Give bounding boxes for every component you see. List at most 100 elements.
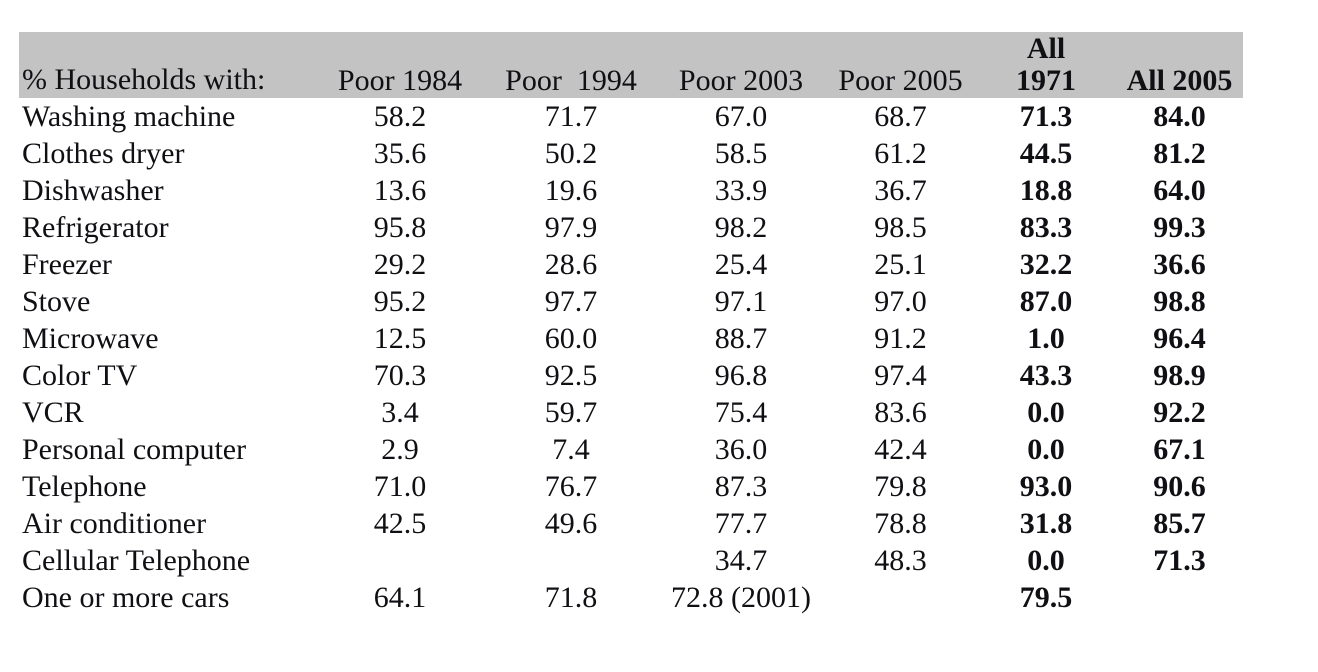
value-cell: 7.4: [552, 433, 590, 466]
row-label: Microwave: [22, 322, 159, 355]
row-label: Clothes dryer: [22, 137, 185, 170]
value-cell: 31.8: [1019, 507, 1073, 540]
value-cell: 28.6: [544, 248, 598, 281]
value-cell: 99.3: [1153, 211, 1206, 244]
value-cell: 70.3: [373, 359, 427, 392]
value-cell: 88.7: [714, 322, 768, 355]
value-cell: 97.1: [714, 285, 768, 318]
households-appliance-table: % Households with: Poor 1984 Poor 1994 Poo…: [19, 32, 1243, 616]
value-cell: 72.8 (2001): [671, 581, 811, 614]
value-cell: 98.8: [1153, 285, 1206, 318]
value-cell: 35.6: [373, 137, 427, 170]
value-cell: 50.2: [544, 137, 598, 170]
value-cell: 85.7: [1153, 507, 1206, 540]
header-cell-households-with: % Households with:: [19, 32, 315, 98]
value-cell: 58.5: [714, 137, 768, 170]
table-row-freezer: Freezer 29.2 28.6 25.4 25.1 32.2 36.6: [19, 246, 1243, 283]
value-cell: 78.8: [874, 507, 927, 540]
table-row-telephone: Telephone 71.0 76.7 87.3 79.8 93.0 90.6: [19, 468, 1243, 505]
value-cell: 87.0: [1019, 285, 1073, 318]
value-cell: 64.0: [1153, 174, 1206, 207]
value-cell: 97.7: [544, 285, 598, 318]
header-cell-poor-1984: Poor 1984: [315, 32, 485, 98]
table-row-stove: Stove 95.2 97.7 97.1 97.0 87.0 98.8: [19, 283, 1243, 320]
row-label: Freezer: [22, 248, 112, 281]
value-cell: 98.9: [1153, 359, 1206, 392]
value-cell: 18.8: [1019, 174, 1073, 207]
value-cell: 36.7: [874, 174, 927, 207]
value-cell: 59.7: [544, 396, 598, 429]
value-cell: 48.3: [874, 544, 927, 577]
value-cell: 71.0: [373, 470, 427, 503]
value-cell: 0.0: [1027, 396, 1065, 429]
value-cell: 25.1: [874, 248, 927, 281]
table-row-vcr: VCR 3.4 59.7 75.4 83.6 0.0 92.2: [19, 394, 1243, 431]
table-row-cellular-telephone: Cellular Telephone 34.7 48.3 0.0 71.3: [19, 542, 1243, 579]
value-cell: 67.0: [714, 100, 768, 133]
value-cell: 76.7: [544, 470, 598, 503]
value-cell: 42.5: [373, 507, 427, 540]
value-cell: 43.3: [1019, 359, 1073, 392]
value-cell: 81.2: [1153, 137, 1206, 170]
value-cell: 92.2: [1153, 396, 1206, 429]
header-cell-poor-1994: Poor 1994: [485, 32, 657, 98]
value-cell: 83.6: [874, 396, 927, 429]
table-header: % Households with: Poor 1984 Poor 1994 Poo…: [19, 32, 1243, 98]
header-line2: Poor 2005: [838, 64, 963, 97]
value-cell: 96.4: [1153, 322, 1206, 355]
value-cell: 92.5: [544, 359, 598, 392]
value-cell: 36.6: [1153, 248, 1206, 281]
value-cell: 33.9: [714, 174, 768, 207]
value-cell: 2.9: [381, 433, 419, 466]
value-cell: 49.6: [544, 507, 598, 540]
row-label: Refrigerator: [22, 211, 169, 244]
value-cell: 44.5: [1019, 137, 1073, 170]
value-cell: 68.7: [874, 100, 927, 133]
value-cell: [1116, 579, 1243, 616]
value-cell: 95.8: [373, 211, 427, 244]
value-cell: 91.2: [874, 322, 927, 355]
value-cell: 97.4: [874, 359, 927, 392]
header-line1: All: [1026, 32, 1066, 65]
value-cell: [315, 542, 485, 579]
table-row-refrigerator: Refrigerator 95.8 97.9 98.2 98.5 83.3 99.3: [19, 209, 1243, 246]
table-row-personal-computer: Personal computer 2.9 7.4 36.0 42.4 0.0 67.1: [19, 431, 1243, 468]
value-cell: 58.2: [373, 100, 427, 133]
value-cell: 3.4: [381, 396, 419, 429]
value-cell: 29.2: [373, 248, 427, 281]
value-cell: 77.7: [714, 507, 768, 540]
value-cell: 96.8: [714, 359, 768, 392]
value-cell: 90.6: [1153, 470, 1206, 503]
header-line2: Poor 1984: [337, 64, 463, 97]
value-cell: 61.2: [874, 137, 927, 170]
table-row-one-or-more-cars: One or more cars 64.1 71.8 72.8 (2001) 79.5: [19, 579, 1243, 616]
header-line2: 1971: [1016, 64, 1076, 97]
row-label: Telephone: [22, 470, 147, 503]
row-label: VCR: [22, 396, 84, 429]
value-cell: 67.1: [1153, 433, 1206, 466]
value-cell: 75.4: [714, 396, 768, 429]
header-row: % Households with: Poor 1984 Poor 1994 Poo…: [19, 32, 1243, 98]
value-cell: 95.2: [373, 285, 427, 318]
value-cell: 36.0: [714, 433, 768, 466]
header-line2: Poor 2003: [678, 64, 804, 97]
value-cell: 71.7: [544, 100, 598, 133]
table-row-washing-machine: Washing machine 58.2 71.7 67.0 68.7 71.3 84.0: [19, 98, 1243, 135]
value-cell: [485, 542, 657, 579]
value-cell: 79.5: [1019, 581, 1073, 614]
header-cell-poor-2003: Poor 2003: [657, 32, 825, 98]
value-cell: 79.8: [874, 470, 927, 503]
value-cell: 98.2: [714, 211, 768, 244]
row-label: Color TV: [22, 359, 138, 392]
table-row-clothes-dryer: Clothes dryer 35.6 50.2 58.5 61.2 44.5 81.2: [19, 135, 1243, 172]
value-cell: 13.6: [373, 174, 427, 207]
value-cell: 64.1: [373, 581, 427, 614]
table-row-air-conditioner: Air conditioner 42.5 49.6 77.7 78.8 31.8 85.7: [19, 505, 1243, 542]
value-cell: 71.8: [544, 581, 598, 614]
value-cell: 1.0: [1027, 322, 1065, 355]
row-label: Personal computer: [22, 433, 247, 466]
value-cell: 93.0: [1019, 470, 1073, 503]
value-cell: 60.0: [544, 322, 598, 355]
header-cell-poor-2005: Poor 2005: [825, 32, 976, 98]
